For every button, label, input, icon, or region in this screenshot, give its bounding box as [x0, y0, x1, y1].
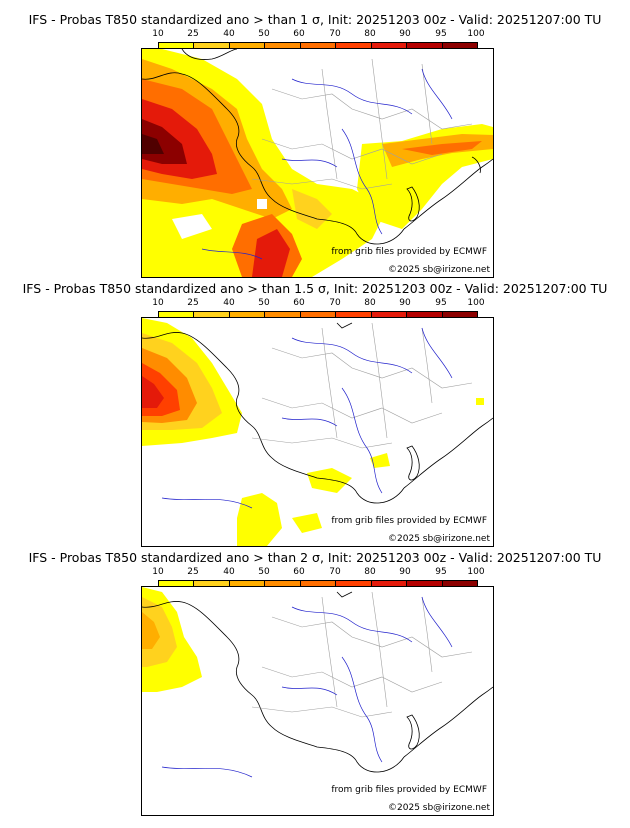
borders: [251, 58, 473, 190]
map-panel-2: IFS - Probas T850 standardized ano > tha…: [0, 281, 630, 549]
scale-swatch: [336, 312, 372, 320]
scale-swatch: [265, 43, 301, 51]
rivers: [161, 327, 453, 509]
scale-swatch: [407, 581, 443, 589]
scale-label: 60: [293, 567, 305, 577]
scale-label: 100: [467, 567, 485, 577]
scale-label: 90: [399, 29, 411, 39]
scale-label: 40: [223, 298, 235, 308]
scale-label: 70: [329, 298, 341, 308]
scale-label: 90: [399, 298, 411, 308]
scale-swatch: [194, 581, 230, 589]
scale-swatch: [229, 581, 266, 589]
scale-label: 70: [329, 29, 341, 39]
scale-label: 100: [467, 29, 485, 39]
source-credit: from grib files provided by ECMWF: [331, 785, 487, 795]
scale-swatch: [159, 43, 195, 51]
rivers: [201, 68, 453, 260]
probability-map: from grib files provided by ECMWF ©2025 …: [141, 317, 494, 547]
scale-label: 95: [435, 567, 447, 577]
scale-label: 60: [293, 29, 305, 39]
scale-label: 25: [187, 567, 199, 577]
probability-shading: [142, 318, 484, 546]
probability-shading: [142, 587, 202, 692]
color-scale-labels: 10 25 40 50 60 70 80 90 95 100: [152, 567, 484, 578]
scale-swatch: [300, 312, 337, 320]
coastline: [142, 49, 493, 245]
probability-shading: [142, 49, 493, 277]
scale-label: 40: [223, 567, 235, 577]
scale-label: 10: [152, 298, 164, 308]
probability-map: from grib files provided by ECMWF ©2025 …: [141, 586, 494, 816]
scale-swatch: [407, 43, 443, 51]
panel-title: IFS - Probas T850 standardized ano > tha…: [28, 550, 602, 565]
scale-swatch: [336, 581, 372, 589]
scale-swatch: [300, 581, 337, 589]
scale-label: 80: [364, 29, 376, 39]
scale-swatch: [442, 43, 477, 51]
map-canvas: [142, 49, 493, 277]
scale-swatch: [159, 312, 195, 320]
scale-label: 10: [152, 567, 164, 577]
source-credit: from grib files provided by ECMWF: [331, 247, 487, 257]
scale-label: 95: [435, 298, 447, 308]
scale-label: 60: [293, 298, 305, 308]
borders: [251, 591, 473, 718]
map-panel-3: IFS - Probas T850 standardized ano > tha…: [0, 550, 630, 818]
scale-label: 25: [187, 29, 199, 39]
coastline: [142, 322, 493, 504]
panel-title: IFS - Probas T850 standardized ano > tha…: [22, 281, 608, 296]
scale-swatch: [194, 43, 230, 51]
scale-label: 50: [258, 29, 270, 39]
scale-swatch: [265, 581, 301, 589]
scale-label: 70: [329, 567, 341, 577]
borders: [251, 322, 473, 449]
scale-label: 100: [467, 298, 485, 308]
scale-swatch: [442, 312, 477, 320]
map-canvas: [142, 318, 493, 546]
map-canvas: [142, 587, 493, 778]
rivers: [161, 596, 453, 778]
scale-label: 10: [152, 29, 164, 39]
map-panel-1: IFS - Probas T850 standardized ano > tha…: [0, 12, 630, 280]
scale-swatch: [371, 312, 408, 320]
scale-label: 25: [187, 298, 199, 308]
scale-swatch: [407, 312, 443, 320]
scale-swatch: [371, 581, 408, 589]
coastline: [142, 591, 493, 773]
scale-label: 80: [364, 298, 376, 308]
scale-label: 80: [364, 567, 376, 577]
scale-swatch: [442, 581, 477, 589]
probability-map: from grib files provided by ECMWF ©2025 …: [141, 48, 494, 278]
scale-label: 50: [258, 567, 270, 577]
scale-swatch: [336, 43, 372, 51]
scale-swatch: [300, 43, 337, 51]
scale-swatch: [159, 581, 195, 589]
copyright-credit: ©2025 sb@irizone.net: [388, 803, 490, 813]
source-credit: from grib files provided by ECMWF: [331, 516, 487, 526]
scale-swatch: [229, 312, 266, 320]
panel-title: IFS - Probas T850 standardized ano > tha…: [28, 12, 602, 27]
scale-label: 40: [223, 29, 235, 39]
scale-swatch: [371, 43, 408, 51]
color-scale-labels: 10 25 40 50 60 70 80 90 95 100: [152, 29, 484, 40]
color-scale-labels: 10 25 40 50 60 70 80 90 95 100: [152, 298, 484, 309]
scale-label: 95: [435, 29, 447, 39]
copyright-credit: ©2025 sb@irizone.net: [388, 534, 490, 544]
scale-swatch: [194, 312, 230, 320]
scale-label: 50: [258, 298, 270, 308]
scale-label: 90: [399, 567, 411, 577]
scale-swatch: [229, 43, 266, 51]
copyright-credit: ©2025 sb@irizone.net: [388, 265, 490, 275]
scale-swatch: [265, 312, 301, 320]
